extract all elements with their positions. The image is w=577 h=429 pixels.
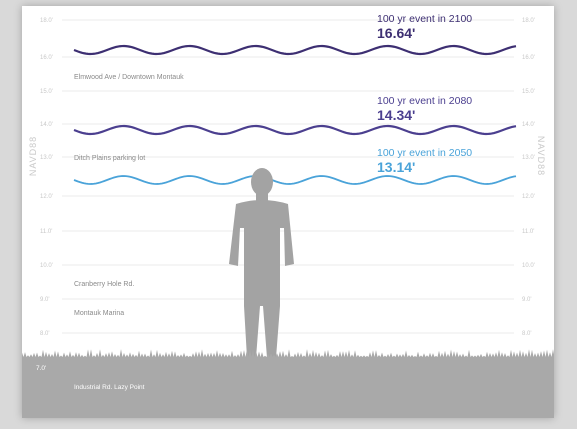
- left-axis-label: NAVD88: [28, 136, 38, 176]
- tick-label: 15.0': [522, 89, 535, 95]
- event-value-2080: 14.34': [377, 107, 415, 123]
- tick-label: 8.0': [522, 331, 532, 337]
- tick-label: 10.0': [522, 263, 535, 269]
- left-tick-labels: 18.0' 16.0' 15.0' 14.0' 13.0' 12.0' 11.0…: [40, 18, 53, 337]
- tick-label: 18.0': [522, 18, 535, 24]
- tick-label: 10.0': [40, 263, 53, 269]
- flood-line-2050: [73, 175, 517, 185]
- tick-label: 9.0': [522, 297, 532, 303]
- event-label-2080: 100 yr event in 2080: [377, 95, 472, 107]
- tick-label: 16.0': [40, 55, 53, 61]
- tick-label: 14.0': [522, 122, 535, 128]
- tick-label: 12.0': [522, 194, 535, 200]
- person-silhouette-icon: [229, 168, 294, 358]
- tick-label: 14.0': [40, 122, 53, 128]
- location-label: Industrial Rd. Lazy Point: [74, 384, 145, 391]
- event-label-2050: 100 yr event in 2050: [377, 147, 472, 159]
- flood-level-figure: 18.0' 16.0' 15.0' 14.0' 13.0' 12.0' 11.0…: [22, 6, 554, 418]
- tick-label: 15.0': [40, 89, 53, 95]
- location-label: Elmwood Ave / Downtown Montauk: [74, 74, 184, 81]
- flood-diagram: 18.0' 16.0' 15.0' 14.0' 13.0' 12.0' 11.0…: [22, 13, 554, 418]
- tick-label: 13.0': [40, 155, 53, 161]
- tick-label: 11.0': [40, 229, 52, 235]
- location-label: Cranberry Hole Rd.: [74, 281, 134, 288]
- tick-label: 12.0': [40, 194, 53, 200]
- tick-label: 9.0': [40, 297, 50, 303]
- right-tick-labels: 18.0' 16.0' 15.0' 14.0' 13.0' 12.0' 11.0…: [522, 18, 535, 337]
- gridlines: [62, 19, 514, 334]
- tick-label: 16.0': [522, 55, 535, 61]
- flood-line-2080: [73, 124, 517, 136]
- tick-label: 8.0': [40, 331, 50, 337]
- grass-ground-icon: [22, 349, 554, 418]
- flood-line-2100: [73, 44, 517, 56]
- location-label: Ditch Plains parking lot: [74, 155, 145, 162]
- tick-label: 7.0': [36, 365, 46, 372]
- event-label-2100: 100 yr event in 2100: [377, 13, 472, 25]
- tick-label: 11.0': [522, 229, 534, 235]
- location-label: Montauk Marina: [74, 310, 124, 317]
- right-axis-label: NAVD88: [536, 136, 546, 176]
- event-value-2050: 13.14': [377, 159, 415, 175]
- event-value-2100: 16.64': [377, 25, 415, 41]
- tick-label: 13.0': [522, 155, 535, 161]
- tick-label: 18.0': [40, 18, 53, 24]
